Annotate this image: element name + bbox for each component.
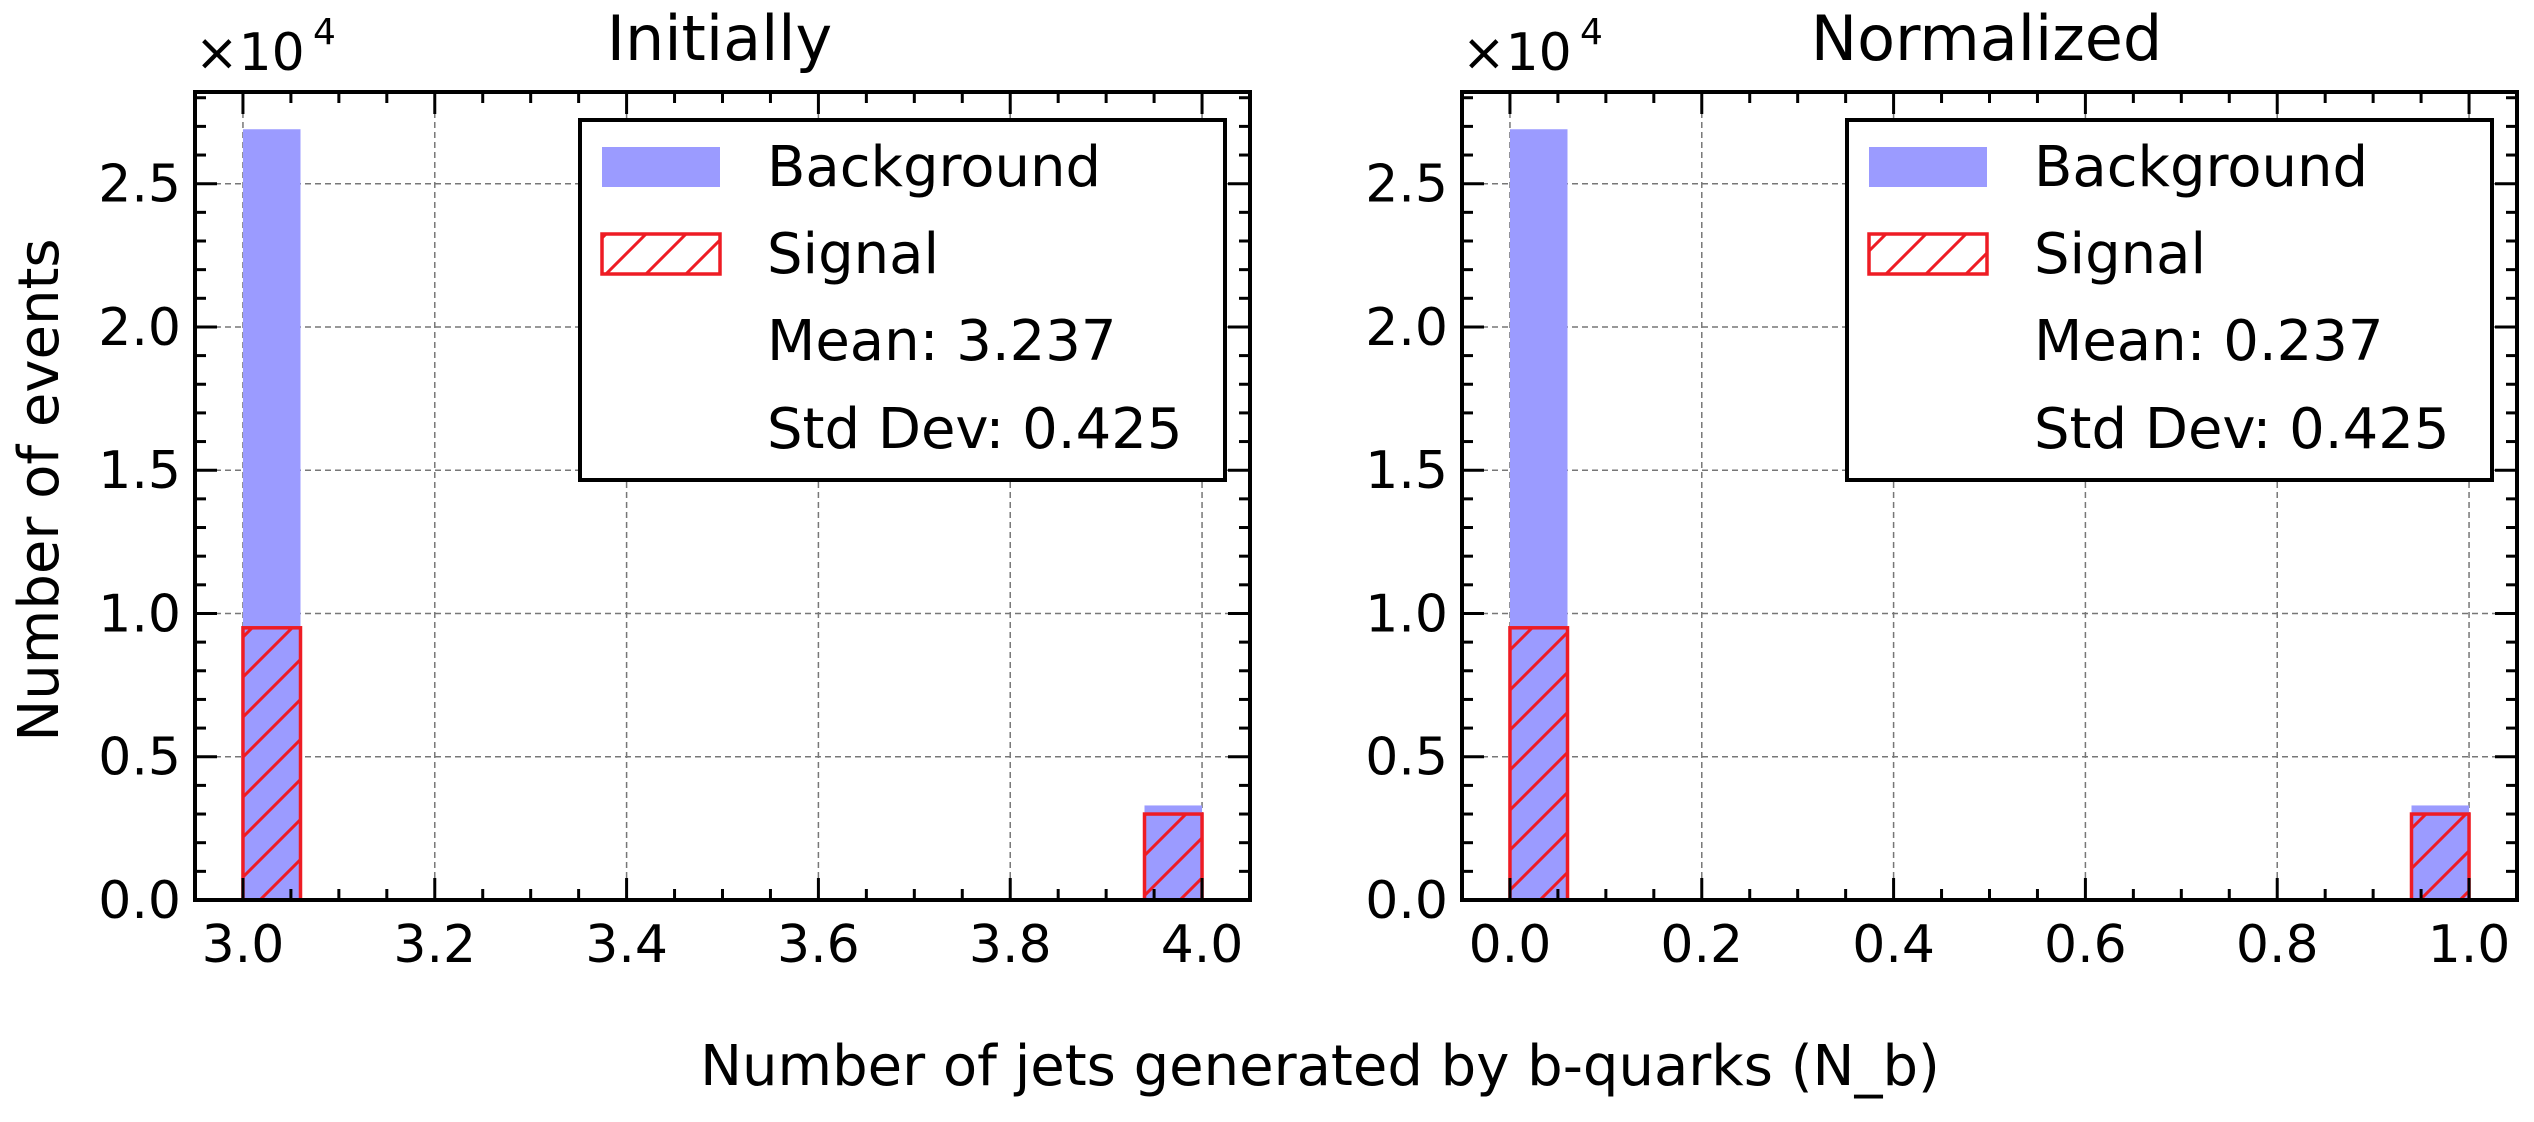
panel-2-xtick-label: 0.4 [1852,915,1935,975]
panel-1-plot: 3.0 3.2 3.4 3.6 3.8 4.0 0.0 0.5 1.0 1.5 2.0 2.5 ×10 4… [98,2,1252,975]
panel-2-legend-mean: Mean: 0.237 [2034,309,2384,374]
panel-1-xtick-label: 3.0 [202,915,285,975]
panel-2-ytick-label: 2.5 [1365,155,1448,215]
panel-2-xtick-label: 0.8 [2236,915,2319,975]
panel-2-legend-label-signal: Signal [2034,222,2206,287]
panel-1-legend-swatch-background [602,147,720,187]
panel-1-ytick-label: 0.5 [98,728,181,788]
panel-1-legend-label-background: Background [767,135,1101,200]
panel-2-legend-swatch-signal [1867,232,1989,276]
panel-2-ytick-label: 0.5 [1365,728,1448,788]
panel-1-legend-mean: Mean: 3.237 [767,309,1117,374]
panel-1-title: Initially [607,2,832,75]
panel-1-bar-signal-1 [241,626,303,902]
panel-2-bar-signal-2 [2409,812,2471,902]
panel-2-xtick-label: 1.0 [2428,915,2511,975]
panel-1-xtick-label: 4.0 [1161,915,1244,975]
panel-2-xtick-label: 0.6 [2044,915,2127,975]
panel-1-xtick-label: 3.8 [969,915,1052,975]
panel-2-xtick-label: 0.0 [1469,915,1552,975]
panel-2-plot: 0.0 0.2 0.4 0.6 0.8 1.0 0.0 0.5 1.0 1.5 2.0 2.5 ×10 4… [1365,2,2519,975]
panel-2-axes-frame [1460,90,2519,902]
panel-2-y-multiplier: ×10 [1462,23,1572,83]
panel-1-ytick-label: 2.0 [98,298,181,358]
panel-1-legend-label-signal: Signal [767,222,939,287]
panel-1-ytick-label: 1.5 [98,441,181,501]
panel-1-bar-signal-2 [1142,812,1204,902]
panel-2-legend: Background Signal Mean: 0.237 Std Dev: 0.42… [1845,118,2494,482]
panel-1-xtick-label: 3.6 [777,915,860,975]
panel-1-ytick-label: 2.5 [98,155,181,215]
panel-2-title: Normalized [1811,2,2163,75]
panel-1-y-multiplier-exponent: 4 [313,12,336,53]
panel-2-y-multiplier-exponent: 4 [1580,12,1603,53]
panel-1-legend: Background Signal Mean: 3.237 Std Dev: 0.42… [578,118,1227,482]
panel-2-legend-swatch-background [1869,147,1987,187]
panel-2-ytick-label: 0.0 [1365,871,1448,931]
panel-2-legend-label-background: Background [2034,135,2368,200]
panel-1-axes-frame [193,90,1252,902]
figure-ylabel: Number of events [7,238,72,741]
panel-1-xtick-label: 3.4 [585,915,668,975]
panel-2-ytick-label: 1.5 [1365,441,1448,501]
panel-1-legend-std-dev: Std Dev: 0.425 [767,397,1183,462]
panel-2-xtick-label: 0.2 [1660,915,1743,975]
panel-2-legend-std-dev: Std Dev: 0.425 [2034,397,2450,462]
panel-1-ytick-label: 1.0 [98,584,181,644]
panel-2-bar-signal-1 [1508,626,1570,902]
panel-1-legend-swatch-signal [600,232,722,276]
panel-1-y-multiplier: ×10 [195,23,305,83]
panel-1-xtick-label: 3.2 [393,915,476,975]
panel-2-ytick-label: 1.0 [1365,584,1448,644]
panel-1-ytick-label: 0.0 [98,871,181,931]
figure-xlabel: Number of jets generated by b-quarks (N_… [700,1034,1940,1099]
panel-2-ytick-label: 2.0 [1365,298,1448,358]
